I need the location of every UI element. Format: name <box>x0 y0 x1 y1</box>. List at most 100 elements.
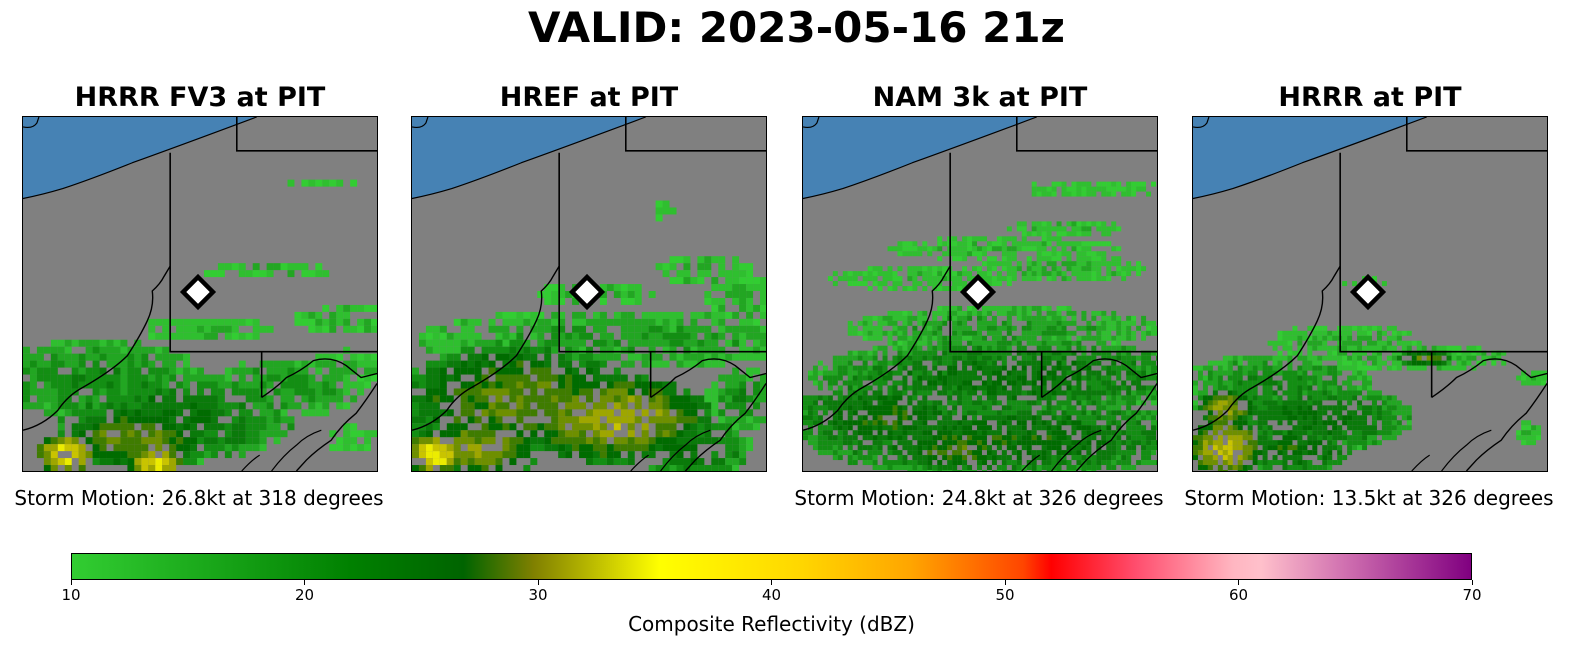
reflectivity-cell <box>1056 380 1062 386</box>
reflectivity-cell <box>1151 440 1157 446</box>
reflectivity-cell <box>516 444 524 452</box>
reflectivity-cell <box>329 318 337 326</box>
reflectivity-cell <box>704 409 712 417</box>
reflectivity-cell <box>1116 266 1122 272</box>
reflectivity-cell <box>1357 335 1363 341</box>
reflectivity-cell <box>1096 450 1102 456</box>
reflectivity-cell <box>606 444 614 452</box>
reflectivity-cell <box>832 445 838 451</box>
reflectivity-cell <box>1056 271 1062 277</box>
reflectivity-cell <box>252 318 260 326</box>
reflectivity-cell <box>71 409 79 417</box>
reflectivity-cell <box>912 315 918 321</box>
reflectivity-cell <box>127 381 135 389</box>
reflectivity-cell <box>1036 365 1042 371</box>
reflectivity-cell <box>1031 271 1037 277</box>
reflectivity-cell <box>1367 340 1372 346</box>
reflectivity-cell <box>683 458 691 466</box>
reflectivity-cell <box>64 444 72 452</box>
reflectivity-cell <box>690 430 698 438</box>
wv-inner-border <box>1441 429 1492 471</box>
reflectivity-cell <box>315 388 323 396</box>
reflectivity-cell <box>1242 385 1248 391</box>
reflectivity-cell <box>425 458 433 466</box>
reflectivity-cell <box>690 465 698 471</box>
reflectivity-cell <box>1272 395 1278 401</box>
reflectivity-cell <box>1076 375 1082 381</box>
reflectivity-cell <box>812 375 818 381</box>
reflectivity-cell <box>1141 350 1147 356</box>
reflectivity-cell <box>1237 455 1243 461</box>
reflectivity-cell <box>1111 256 1117 262</box>
reflectivity-cell <box>1307 405 1313 411</box>
reflectivity-cell <box>877 335 883 341</box>
reflectivity-cell <box>1257 465 1263 471</box>
reflectivity-cell <box>857 440 863 446</box>
reflectivity-cell <box>967 241 973 247</box>
reflectivity-cell <box>259 325 267 333</box>
reflectivity-cell <box>113 402 121 410</box>
reflectivity-cell <box>977 465 982 471</box>
reflectivity-cell <box>957 320 963 326</box>
reflectivity-cell <box>1036 395 1042 401</box>
reflectivity-cell <box>1021 345 1027 351</box>
reflectivity-cell <box>1207 365 1213 371</box>
reflectivity-cell <box>1247 365 1253 371</box>
reflectivity-cell <box>176 332 184 340</box>
reflectivity-cell <box>23 360 30 368</box>
reflectivity-cell <box>1136 380 1142 386</box>
reflectivity-cell <box>1362 330 1368 336</box>
reflectivity-cell <box>579 360 587 368</box>
reflectivity-cell <box>474 416 482 424</box>
reflectivity-cell <box>1337 430 1343 436</box>
reflectivity-cell <box>697 256 705 264</box>
reflectivity-cell <box>996 370 1002 376</box>
reflectivity-cell <box>1217 445 1223 451</box>
reflectivity-cell <box>1337 355 1343 361</box>
pit-location-marker <box>959 273 997 311</box>
reflectivity-cell <box>1101 181 1107 187</box>
reflectivity-cell <box>1131 445 1137 451</box>
reflectivity-cell <box>106 339 114 347</box>
reflectivity-cell <box>1312 330 1318 336</box>
reflectivity-cell <box>807 375 813 381</box>
reflectivity-cell <box>315 381 323 389</box>
reflectivity-cell <box>1091 266 1097 272</box>
reflectivity-cell <box>892 320 898 326</box>
reflectivity-cell <box>1151 375 1157 381</box>
reflectivity-cell <box>287 374 295 382</box>
reflectivity-cell <box>1066 400 1072 406</box>
reflectivity-cell <box>1091 360 1097 366</box>
reflectivity-cell <box>877 410 883 416</box>
reflectivity-cell <box>280 395 288 403</box>
reflectivity-cell <box>917 425 923 431</box>
reflectivity-cell <box>1202 460 1208 466</box>
reflectivity-cell <box>425 325 433 333</box>
reflectivity-cell <box>1282 390 1288 396</box>
reflectivity-cell <box>92 388 100 396</box>
reflectivity-cell <box>1006 281 1012 287</box>
reflectivity-cell <box>23 367 30 375</box>
reflectivity-cell <box>460 423 468 431</box>
reflectivity-cell <box>252 270 260 278</box>
reflectivity-cell <box>683 402 691 410</box>
reflectivity-cell <box>1516 375 1522 381</box>
reflectivity-cell <box>599 284 607 292</box>
reflectivity-cell <box>1227 395 1233 401</box>
reflectivity-cell <box>877 465 883 471</box>
reflectivity-cell <box>106 381 114 389</box>
reflectivity-cell <box>357 353 365 361</box>
reflectivity-cell <box>1202 455 1208 461</box>
reflectivity-cell <box>1096 335 1102 341</box>
reflectivity-cell <box>99 423 107 431</box>
reflectivity-cell <box>1031 355 1037 361</box>
reflectivity-cell <box>1322 430 1328 436</box>
reflectivity-cell <box>1332 390 1338 396</box>
reflectivity-cell <box>981 405 987 411</box>
reflectivity-cell <box>952 410 958 416</box>
reflectivity-cell <box>927 335 933 341</box>
reflectivity-cell <box>85 451 93 459</box>
reflectivity-cell <box>1091 400 1097 406</box>
reflectivity-cell <box>36 395 44 403</box>
reflectivity-cell <box>1066 415 1072 421</box>
